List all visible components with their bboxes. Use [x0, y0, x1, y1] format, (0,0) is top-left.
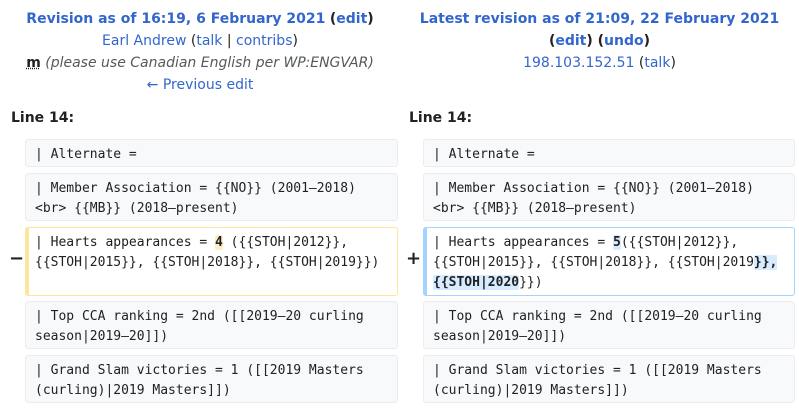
- added-line-marker: +: [406, 248, 422, 269]
- left-context-line: | Member Association = {{NO}} (2001–2018…: [25, 173, 398, 221]
- left-contribs-link[interactable]: contribs: [236, 33, 293, 49]
- left-user-line: Earl Andrew (talk | contribs): [102, 33, 298, 49]
- previous-edit-link[interactable]: ← Previous edit: [146, 77, 254, 93]
- right-context-line: | Top CCA ranking = 2nd ([[2019–20 curli…: [423, 301, 795, 349]
- left-edit-link[interactable]: edit: [336, 11, 368, 27]
- right-revision-header: Latest revision as of 21:09, 22 February…: [400, 8, 799, 74]
- right-user-line: 198.103.152.51 (talk): [523, 55, 676, 71]
- deleted-line: | Hearts appearances = 4 ({{STOH|2012}},…: [25, 227, 398, 296]
- edit-comment: (please use Canadian English per WP:ENGV…: [45, 55, 374, 71]
- deleted-line-marker: −: [9, 248, 25, 269]
- added-text: }}): [519, 275, 543, 290]
- left-line-number: Line 14:: [11, 110, 75, 126]
- left-context-line: | Top CCA ranking = 2nd ([[2019–20 curli…: [25, 301, 398, 349]
- right-undo-link[interactable]: undo: [604, 33, 644, 49]
- right-context-line: | Alternate =: [423, 139, 795, 167]
- right-context-line: | Member Association = {{NO}} (2001–2018…: [423, 173, 795, 221]
- right-revision-link[interactable]: Latest revision as of 21:09, 22 February…: [419, 11, 780, 27]
- right-user-link[interactable]: 198.103.152.51: [523, 55, 635, 71]
- left-revision-header: Revision as of 16:19, 6 February 2021 (e…: [0, 8, 400, 96]
- minor-edit-mark: m: [26, 55, 41, 71]
- deleted-word-highlight: 4: [215, 235, 223, 250]
- left-edit-summary: m (please use Canadian English per WP:EN…: [0, 52, 400, 74]
- right-edit-link[interactable]: edit: [555, 33, 587, 49]
- left-user-link[interactable]: Earl Andrew: [102, 33, 187, 49]
- added-word-highlight: 5: [613, 235, 621, 250]
- left-context-line: | Alternate =: [25, 139, 398, 167]
- right-talk-link[interactable]: talk: [644, 55, 671, 71]
- right-line-number: Line 14:: [409, 110, 473, 126]
- left-revision-title-line: Revision as of 16:19, 6 February 2021 (e…: [26, 11, 374, 27]
- added-line: | Hearts appearances = 5({{STOH|2012}}, …: [423, 227, 795, 296]
- left-revision-link[interactable]: Revision as of 16:19, 6 February 2021: [26, 11, 326, 27]
- deleted-text: | Hearts appearances =: [35, 235, 216, 250]
- deleted-text: ({{STOH|2012}}, {{STOH|2015}}, {{STOH|20…: [35, 235, 380, 270]
- left-context-line: | Grand Slam victories = 1 ([[2019 Maste…: [25, 355, 398, 403]
- added-text: ({{STOH|2012}}, {{STOH|2015}}, {{STOH|20…: [433, 235, 754, 270]
- left-talk-link[interactable]: talk: [196, 33, 223, 49]
- right-context-line: | Grand Slam victories = 1 ([[2019 Maste…: [423, 355, 795, 403]
- right-actions-line: (edit) (undo): [548, 33, 651, 49]
- added-text: | Hearts appearances =: [433, 235, 614, 250]
